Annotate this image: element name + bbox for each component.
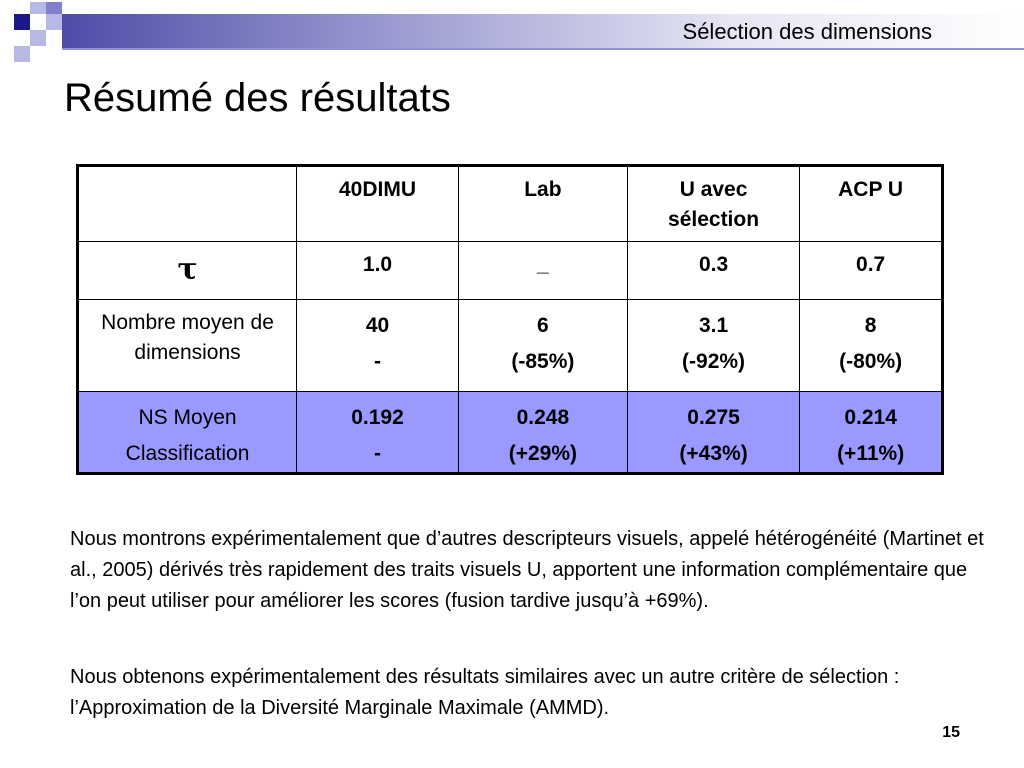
header-cell-empty	[76, 165, 298, 242]
table-cell: _	[457, 241, 628, 300]
header-cell-u-selection: U avec sélection	[626, 165, 801, 242]
row-label: τ	[76, 241, 298, 300]
section-title: Sélection des dimensions	[682, 19, 932, 44]
header-bar	[62, 14, 1024, 48]
table-cell: 3.1 (-92%)	[626, 299, 801, 392]
table-cell: 6 (-85%)	[457, 299, 628, 392]
table-cell: 0.3	[626, 241, 801, 300]
table-cell: 1.0	[296, 241, 459, 300]
tau-symbol: τ	[177, 252, 198, 287]
table-header-row: 40DIMU Lab U avec sélection ACP U	[76, 165, 943, 242]
row-label: Nombre moyen de dimensions	[76, 299, 298, 392]
table-cell: 8 (-80%)	[799, 299, 943, 392]
table-cell: 0.214 (+11%)	[799, 391, 943, 474]
header-cell-40dimu: 40DIMU	[296, 165, 459, 242]
table-row-tau: τ 1.0 _ 0.3 0.7	[76, 241, 943, 300]
table-cell: 0.275 (+43%)	[626, 391, 801, 474]
paragraph-heterogeneite: Nous montrons expérimentalement que d’au…	[70, 528, 984, 612]
table-cell: 0.7	[799, 241, 943, 300]
paragraph-ammd: Nous obtenons expérimentalement des résu…	[70, 666, 900, 719]
table-row-dimensions: Nombre moyen de dimensions 40 - 6 (-85%)…	[76, 299, 943, 392]
table-cell: 0.192 -	[296, 391, 459, 474]
table-cell: 40 -	[296, 299, 459, 392]
header-cell-lab: Lab	[457, 165, 628, 242]
table-row-ns-moyen: NS Moyen Classification 0.192 - 0.248 (+…	[76, 391, 943, 474]
header-cell-acp-u: ACP U	[799, 165, 943, 242]
results-table: 40DIMU Lab U avec sélection ACP U τ 1.0 …	[76, 164, 944, 475]
table-cell: 0.248 (+29%)	[457, 391, 628, 474]
page-number: 15	[942, 724, 960, 741]
row-label: NS Moyen Classification	[76, 391, 298, 474]
slide-title: Résumé des résultats	[64, 76, 451, 120]
header-divider	[62, 48, 1024, 50]
